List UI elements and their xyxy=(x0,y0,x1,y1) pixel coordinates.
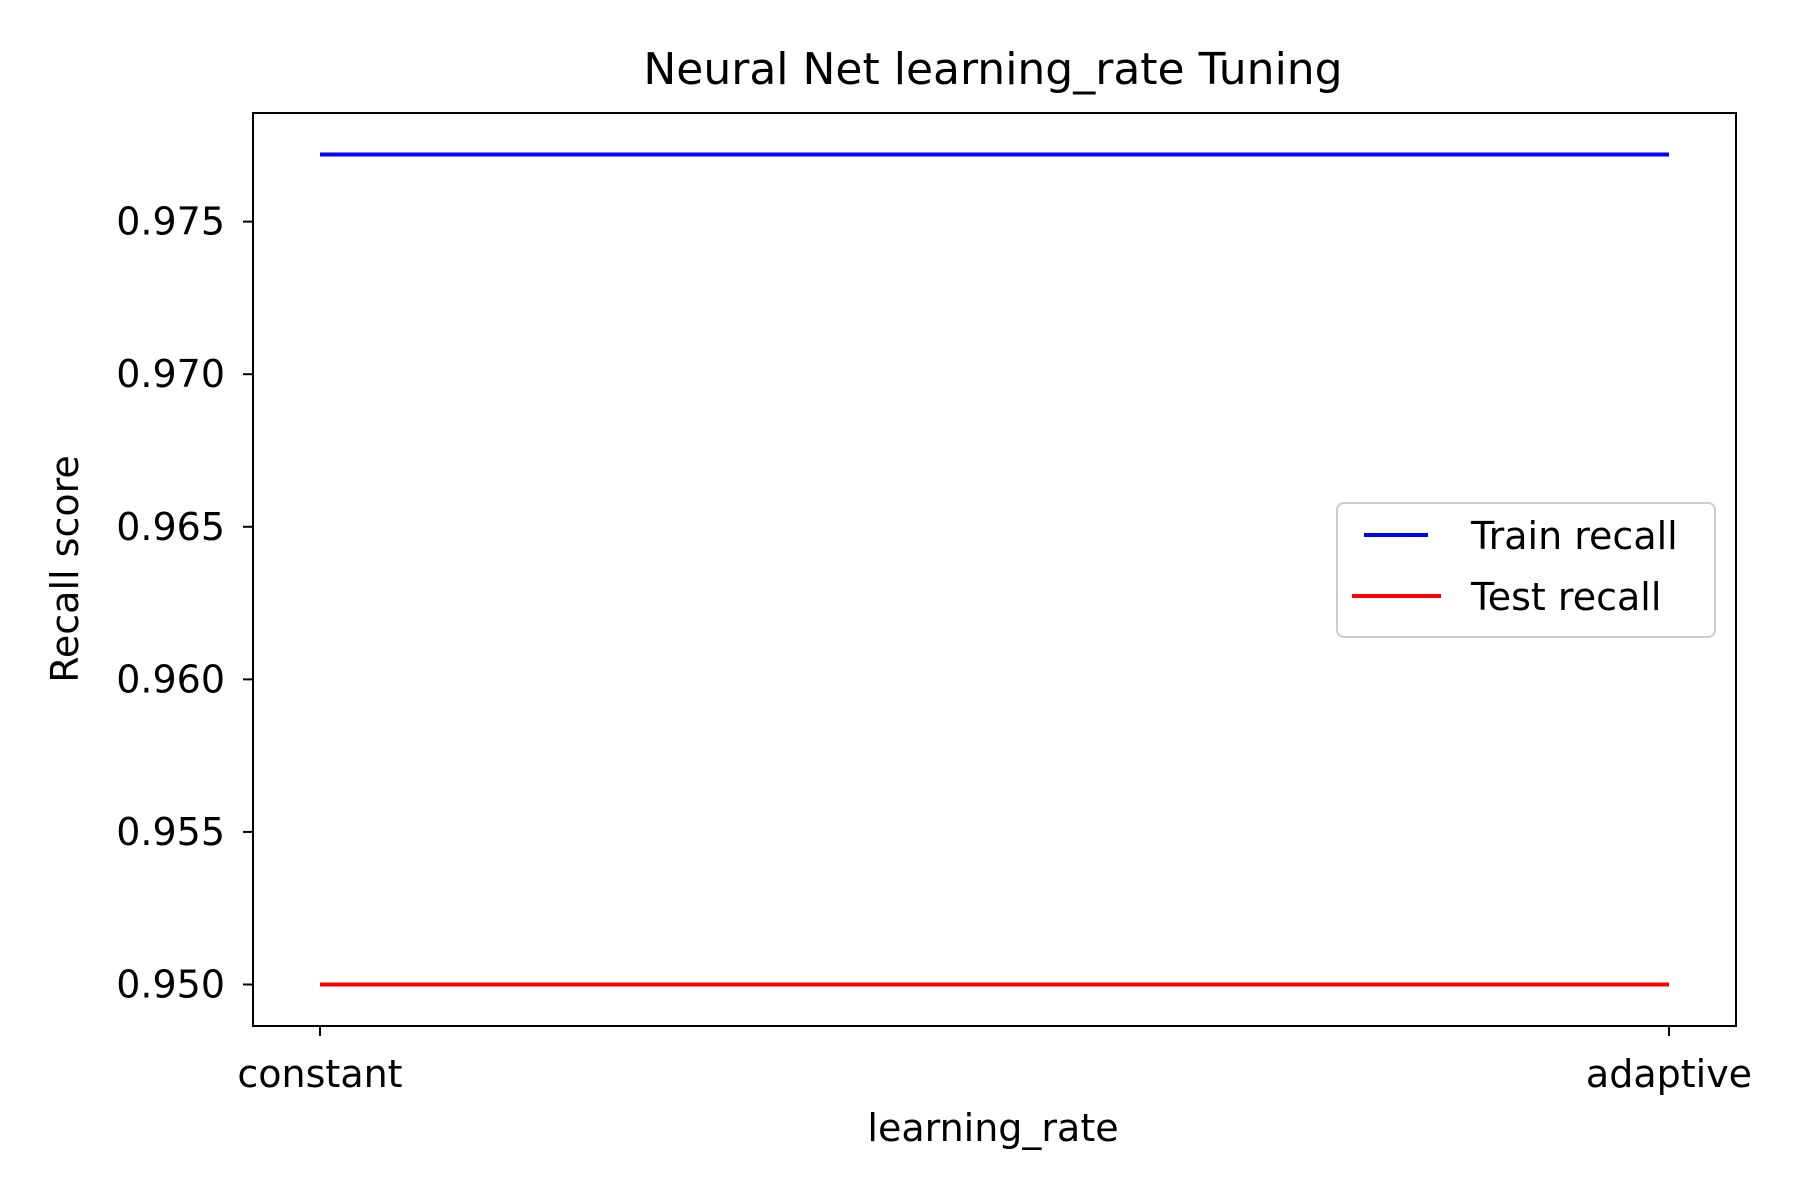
legend: Train recall Test recall xyxy=(1336,502,1716,638)
legend-label-test-recall: Test recall xyxy=(1470,575,1661,619)
x-tick-label: constant xyxy=(237,1052,402,1096)
y-tick-label: 0.970 xyxy=(116,352,225,396)
y-axis-label: Recall score xyxy=(43,455,87,683)
plot-area-frame xyxy=(252,112,1737,1027)
legend-frame xyxy=(1336,502,1716,638)
y-tick-label: 0.965 xyxy=(116,505,225,549)
y-tick-label: 0.955 xyxy=(116,810,225,854)
series-lines xyxy=(320,152,1669,987)
y-axis: 0.950 0.955 0.960 0.965 0.970 0.975 xyxy=(116,200,253,1007)
x-tick-label: adaptive xyxy=(1586,1052,1752,1096)
x-axis-label: learning_rate xyxy=(867,1106,1118,1150)
y-tick-label: 0.950 xyxy=(116,963,225,1007)
chart-title: Neural Net learning_rate Tuning xyxy=(643,44,1342,95)
legend-label-train-recall: Train recall xyxy=(1470,514,1678,558)
y-tick-label: 0.960 xyxy=(116,657,225,701)
y-tick-label: 0.975 xyxy=(116,200,225,244)
x-axis: constant adaptive xyxy=(237,1026,1752,1096)
